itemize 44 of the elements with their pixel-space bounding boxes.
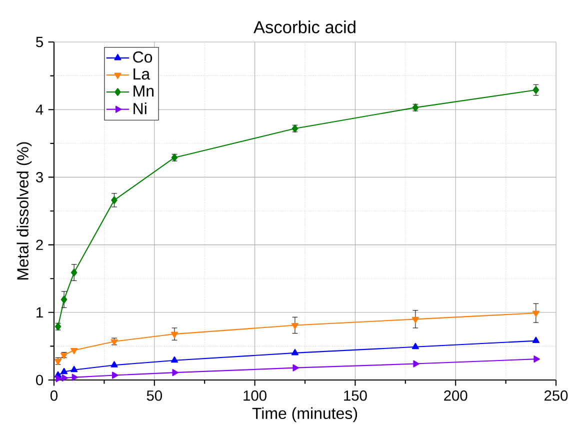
y-tick-label: 5 (36, 36, 43, 48)
point (172, 369, 178, 376)
point (170, 332, 178, 338)
point (170, 356, 178, 363)
y-tick-label: 1 (36, 307, 43, 318)
x-tick-label: 100 (244, 390, 266, 401)
x-tick-label: 50 (146, 390, 162, 401)
legend-label: Mn (134, 86, 154, 97)
x-tick-label: 150 (344, 390, 367, 401)
point (534, 356, 540, 363)
point (70, 348, 78, 354)
point (54, 322, 62, 331)
point (60, 368, 68, 374)
point (291, 348, 299, 356)
y-axis-title: Metal dissolved (%) (16, 142, 32, 280)
legend-label: Ni (134, 102, 146, 114)
point (412, 316, 419, 324)
point (60, 296, 68, 304)
point (532, 310, 540, 318)
y-tick-label: 0 (36, 374, 44, 386)
x-tick-label: 200 (444, 390, 468, 401)
point (70, 366, 78, 372)
point (292, 364, 299, 372)
x-axis-title: Time (minutes) (252, 407, 358, 422)
legend-label: La (134, 68, 150, 80)
chart-title: Ascorbic acid (254, 20, 356, 34)
point (412, 342, 419, 350)
point (112, 372, 118, 379)
x-tick-label: 0 (50, 390, 58, 401)
x-tick-label: 250 (544, 390, 568, 401)
point (72, 374, 78, 381)
point (291, 322, 299, 330)
y-tick-label: 3 (36, 172, 43, 182)
point (110, 361, 118, 368)
point (111, 196, 118, 204)
y-tick-label: 2 (36, 240, 43, 250)
y-tick-label: 4 (36, 104, 44, 115)
point (70, 268, 78, 277)
point (413, 360, 420, 368)
point (62, 374, 68, 382)
point (532, 336, 540, 344)
legend-label: Co (133, 51, 152, 63)
point (532, 86, 540, 94)
point (56, 375, 62, 382)
